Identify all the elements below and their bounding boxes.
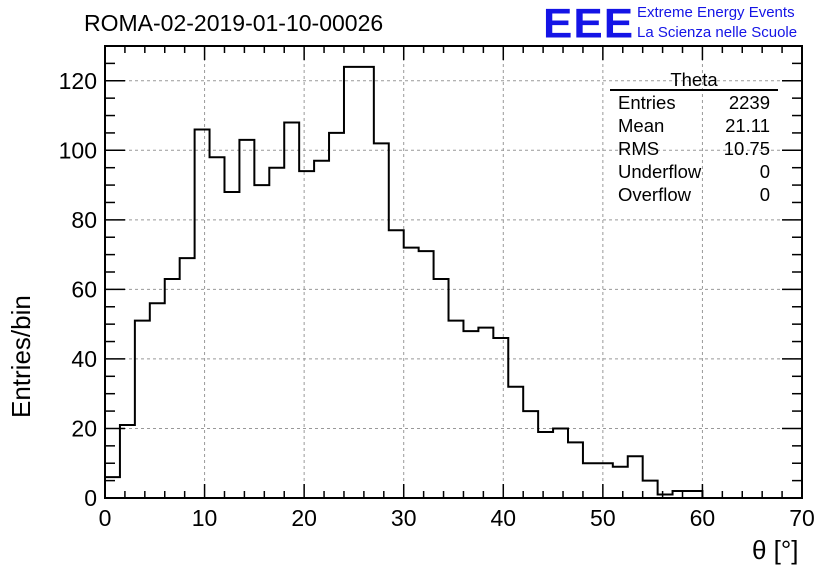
- y-tick-label: 20: [71, 415, 97, 441]
- stats-label: Entries: [618, 92, 676, 113]
- x-tick-label: 20: [291, 505, 317, 531]
- stats-label: Underflow: [618, 161, 702, 182]
- y-tick-label: 80: [71, 207, 97, 233]
- x-tick-label: 0: [99, 505, 112, 531]
- eee-logo-mark: EEE: [543, 0, 635, 47]
- stats-row-mean: Mean 21.11: [610, 114, 778, 137]
- x-tick-label: 50: [590, 505, 616, 531]
- x-tick-label: 70: [789, 505, 815, 531]
- y-axis-label: Entries/bin: [6, 295, 36, 418]
- x-axis-label: θ [°]: [752, 535, 799, 565]
- stats-value: 21.11: [725, 115, 770, 136]
- axis-ticks: [104, 45, 803, 499]
- y-tick-label: 0: [84, 485, 97, 511]
- logo-line-1: Extreme Energy Events: [637, 4, 795, 21]
- stats-label: Overflow: [618, 184, 691, 205]
- chart-title: ROMA-02-2019-01-10-00026: [84, 10, 384, 36]
- stats-value: 0: [759, 184, 770, 205]
- stats-box: Theta Entries 2239 Mean 21.11 RMS 10.75 …: [610, 70, 778, 206]
- stats-label: RMS: [618, 138, 660, 159]
- x-tick-label: 10: [192, 505, 218, 531]
- plot-frame: [104, 45, 803, 499]
- stats-box-title: Theta: [610, 70, 778, 91]
- x-tick-label: 40: [490, 505, 516, 531]
- x-tick-label: 60: [690, 505, 716, 531]
- stats-value: 2239: [728, 92, 770, 113]
- stats-value: 0: [759, 161, 770, 182]
- y-tick-label: 60: [71, 276, 97, 302]
- y-tick-label: 40: [71, 346, 97, 372]
- histogram-series: [104, 65, 704, 498]
- eee-logo-text: Extreme Energy Events La Scienza nelle S…: [637, 3, 797, 43]
- stats-value: 10.75: [723, 138, 770, 159]
- tick-labels: 0 10 20 30 40 50 60 70 0 20 40 60 80 100 120: [59, 68, 815, 531]
- x-tick-label: 30: [391, 505, 417, 531]
- stats-row-rms: RMS 10.75: [610, 137, 778, 160]
- y-tick-label: 120: [59, 68, 97, 94]
- grid-lines: [105, 46, 802, 498]
- stats-row-underflow: Underflow 0: [610, 160, 778, 183]
- y-tick-label: 100: [59, 137, 97, 163]
- stats-label: Mean: [618, 115, 665, 136]
- logo-line-2: La Scienza nelle Scuole: [637, 24, 798, 41]
- stats-row-entries: Entries 2239: [610, 91, 778, 114]
- stats-row-overflow: Overflow 0: [610, 183, 778, 206]
